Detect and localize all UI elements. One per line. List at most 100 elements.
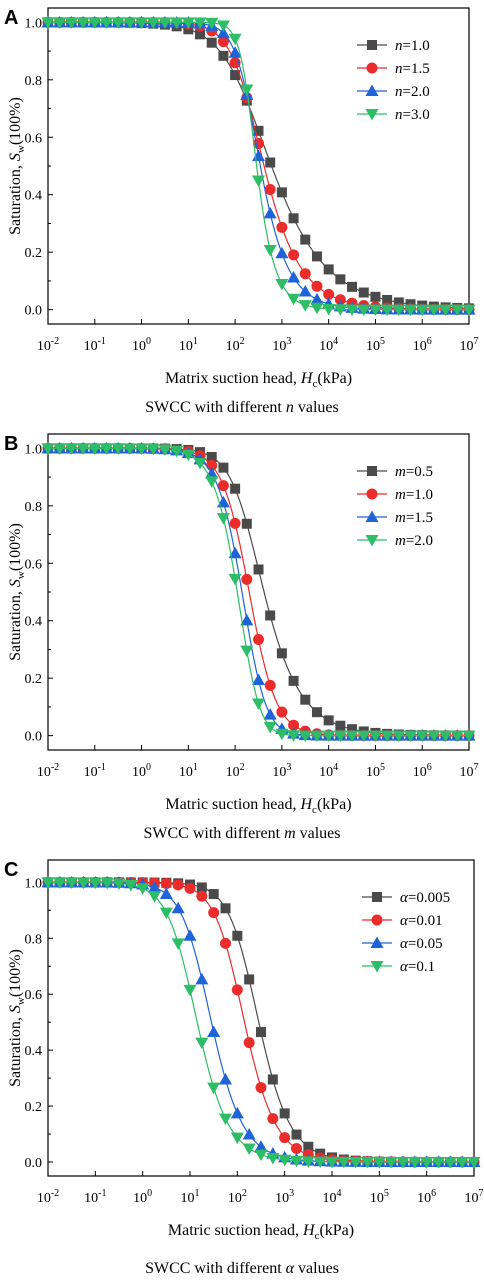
data-point (170, 17, 184, 29)
panel-caption: SWCC with different α values (145, 1260, 339, 1277)
data-point (240, 645, 254, 658)
data-point (64, 17, 78, 29)
data-point (323, 288, 335, 300)
data-point (275, 728, 289, 741)
data-point (111, 17, 125, 29)
data-point (264, 183, 276, 195)
data-point (41, 877, 55, 889)
y-axis-title: Saturation, Sw(100%) (7, 949, 27, 1087)
y-tick-label: 0.2 (25, 672, 43, 687)
data-point (358, 287, 369, 298)
data-point (263, 708, 277, 720)
data-point (323, 715, 334, 726)
data-point (53, 877, 67, 889)
data-point (65, 877, 79, 889)
data-point (298, 300, 312, 312)
data-point (158, 17, 172, 29)
data-point (100, 877, 114, 890)
data-point (467, 1157, 481, 1169)
y-tick-label: 0.4 (25, 189, 43, 204)
data-point (240, 613, 254, 626)
y-tick-label: 0.6 (25, 557, 43, 572)
x-tick-label: 107 (465, 1188, 484, 1206)
data-point (229, 517, 241, 529)
data-point (53, 17, 67, 29)
legend-label: α=0.1 (400, 959, 435, 975)
data-point (228, 546, 242, 559)
series-4 (41, 17, 476, 317)
data-point (148, 880, 161, 893)
data-point (298, 730, 312, 743)
data-point (88, 877, 102, 890)
y-tick-label: 0.0 (25, 730, 43, 745)
legend-marker (365, 109, 379, 121)
data-point (372, 1157, 386, 1169)
data-point (310, 292, 324, 305)
data-point (333, 730, 347, 743)
data-point (368, 304, 382, 317)
data-point (146, 443, 160, 456)
data-point (432, 1157, 445, 1169)
data-point (266, 1152, 280, 1165)
data-point (193, 17, 207, 29)
data-point (228, 573, 242, 586)
data-point (393, 297, 404, 308)
y-tick-label: 0.8 (25, 74, 43, 89)
data-point (333, 304, 347, 316)
legend-label: m=1.5 (395, 510, 433, 526)
data-point (322, 303, 336, 316)
data-point (300, 694, 311, 705)
data-point (337, 1156, 351, 1169)
data-point (288, 675, 299, 686)
y-tick-label: 1.0 (25, 16, 43, 31)
data-point (231, 984, 243, 996)
data-point (195, 29, 206, 40)
data-point (76, 443, 90, 455)
data-point (450, 304, 464, 317)
data-point (267, 1074, 278, 1085)
series-4 (41, 443, 476, 743)
x-tick-label: 106 (413, 762, 432, 780)
data-point (301, 1156, 315, 1168)
chart-panel-a: A 0.0 0.2 0.4 0.6 0.8 1.0 10-2 10-1 100 101 102 103 1… (4, 7, 479, 416)
x-tick-label: 10-2 (37, 1188, 59, 1206)
legend-label: n=3.0 (395, 107, 430, 123)
data-point (439, 304, 453, 317)
legend-marker (370, 936, 384, 948)
legend-marker (365, 535, 379, 547)
data-point (241, 573, 253, 585)
data-point (345, 304, 359, 316)
data-point (291, 1143, 302, 1155)
legend-marker (365, 84, 379, 96)
data-point (217, 480, 229, 492)
data-point (303, 1141, 314, 1152)
data-point (181, 17, 195, 29)
legend: α=0.005 α=0.01 α=0.05 α=0.1 (362, 890, 450, 975)
data-point (135, 17, 149, 29)
data-point (288, 213, 299, 224)
x-tick-label: 107 (460, 762, 479, 780)
data-point (334, 294, 346, 306)
y-tick-label: 0.0 (25, 304, 43, 319)
data-point (244, 974, 255, 985)
data-point (427, 730, 441, 743)
y-tick-label: 1.0 (25, 442, 43, 457)
data-point (148, 891, 161, 903)
data-point (382, 295, 393, 306)
data-point (384, 1157, 398, 1169)
data-point (196, 890, 208, 902)
legend-marker (370, 961, 384, 973)
x-tick-label: 106 (413, 336, 432, 354)
data-point (287, 293, 301, 306)
data-point (220, 937, 231, 949)
x-tick-label: 10-2 (37, 762, 59, 780)
x-tick-label: 103 (275, 1188, 294, 1206)
data-point (265, 610, 276, 621)
data-point (311, 280, 323, 292)
data-point (183, 929, 197, 941)
data-point (253, 564, 264, 575)
panel-caption: SWCC with different n values (145, 399, 338, 416)
data-point (370, 291, 381, 302)
data-point (160, 877, 172, 889)
data-point (228, 33, 242, 46)
